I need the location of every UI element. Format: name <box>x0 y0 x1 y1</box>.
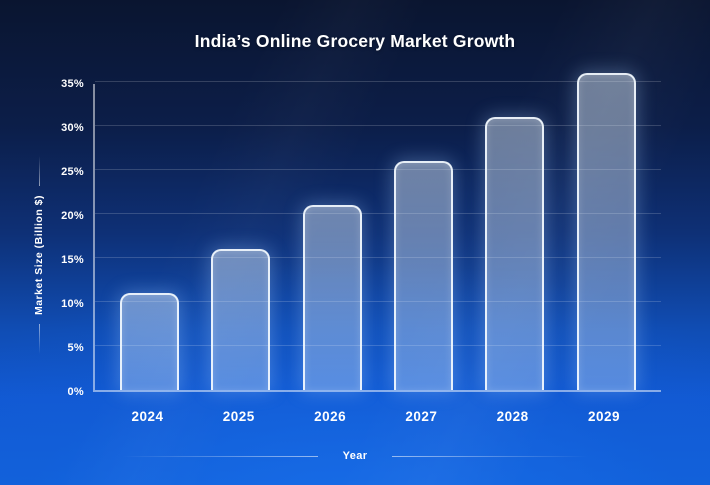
y-tick-label-10%: 10% <box>61 298 84 310</box>
gridline-10% <box>95 301 661 302</box>
y-tick-label-35%: 35% <box>61 78 84 90</box>
bar-2027 <box>393 161 453 390</box>
bar-2029 <box>576 73 636 390</box>
y-axis-title-decoration-line <box>38 155 40 186</box>
x-tick-label-2029: 2029 <box>587 409 621 424</box>
plot-area <box>93 73 661 392</box>
gridline-35% <box>95 81 661 82</box>
y-tick-label-5%: 5% <box>67 342 84 354</box>
x-tick-label-2025: 2025 <box>222 409 255 424</box>
gridline-20% <box>95 213 661 214</box>
y-tick-label-20%: 20% <box>61 210 84 222</box>
x-tick-label-2028: 2028 <box>496 409 529 424</box>
chart-title: India’s Online Grocery Market Growth <box>194 31 516 51</box>
gridline-5% <box>95 345 661 346</box>
y-axis-title: Market Size (Billion $) <box>24 110 54 400</box>
x-tick-label-2026: 2026 <box>314 409 347 424</box>
bar-2026 <box>302 205 362 390</box>
x-axis-title-decoration-line <box>121 455 318 457</box>
x-tick-label-2027: 2027 <box>405 409 438 424</box>
gridline-30% <box>95 125 661 126</box>
x-axis-title-label: Year <box>342 450 368 462</box>
y-axis-title-decoration-line <box>38 324 40 355</box>
gridline-15% <box>95 257 661 258</box>
x-tick-label-2024: 2024 <box>131 409 164 424</box>
x-axis-title-decoration-line <box>392 455 589 457</box>
y-tick-label-30%: 30% <box>61 122 84 134</box>
y-tick-label-15%: 15% <box>61 254 84 266</box>
y-tick-label-25%: 25% <box>61 166 84 178</box>
x-axis-title: Year <box>0 448 710 464</box>
y-tick-label-0%: 0% <box>67 386 84 398</box>
bar-2028 <box>485 117 545 390</box>
bar-2025 <box>211 249 271 390</box>
bar-2024 <box>120 293 179 390</box>
gridline-25% <box>95 169 661 170</box>
